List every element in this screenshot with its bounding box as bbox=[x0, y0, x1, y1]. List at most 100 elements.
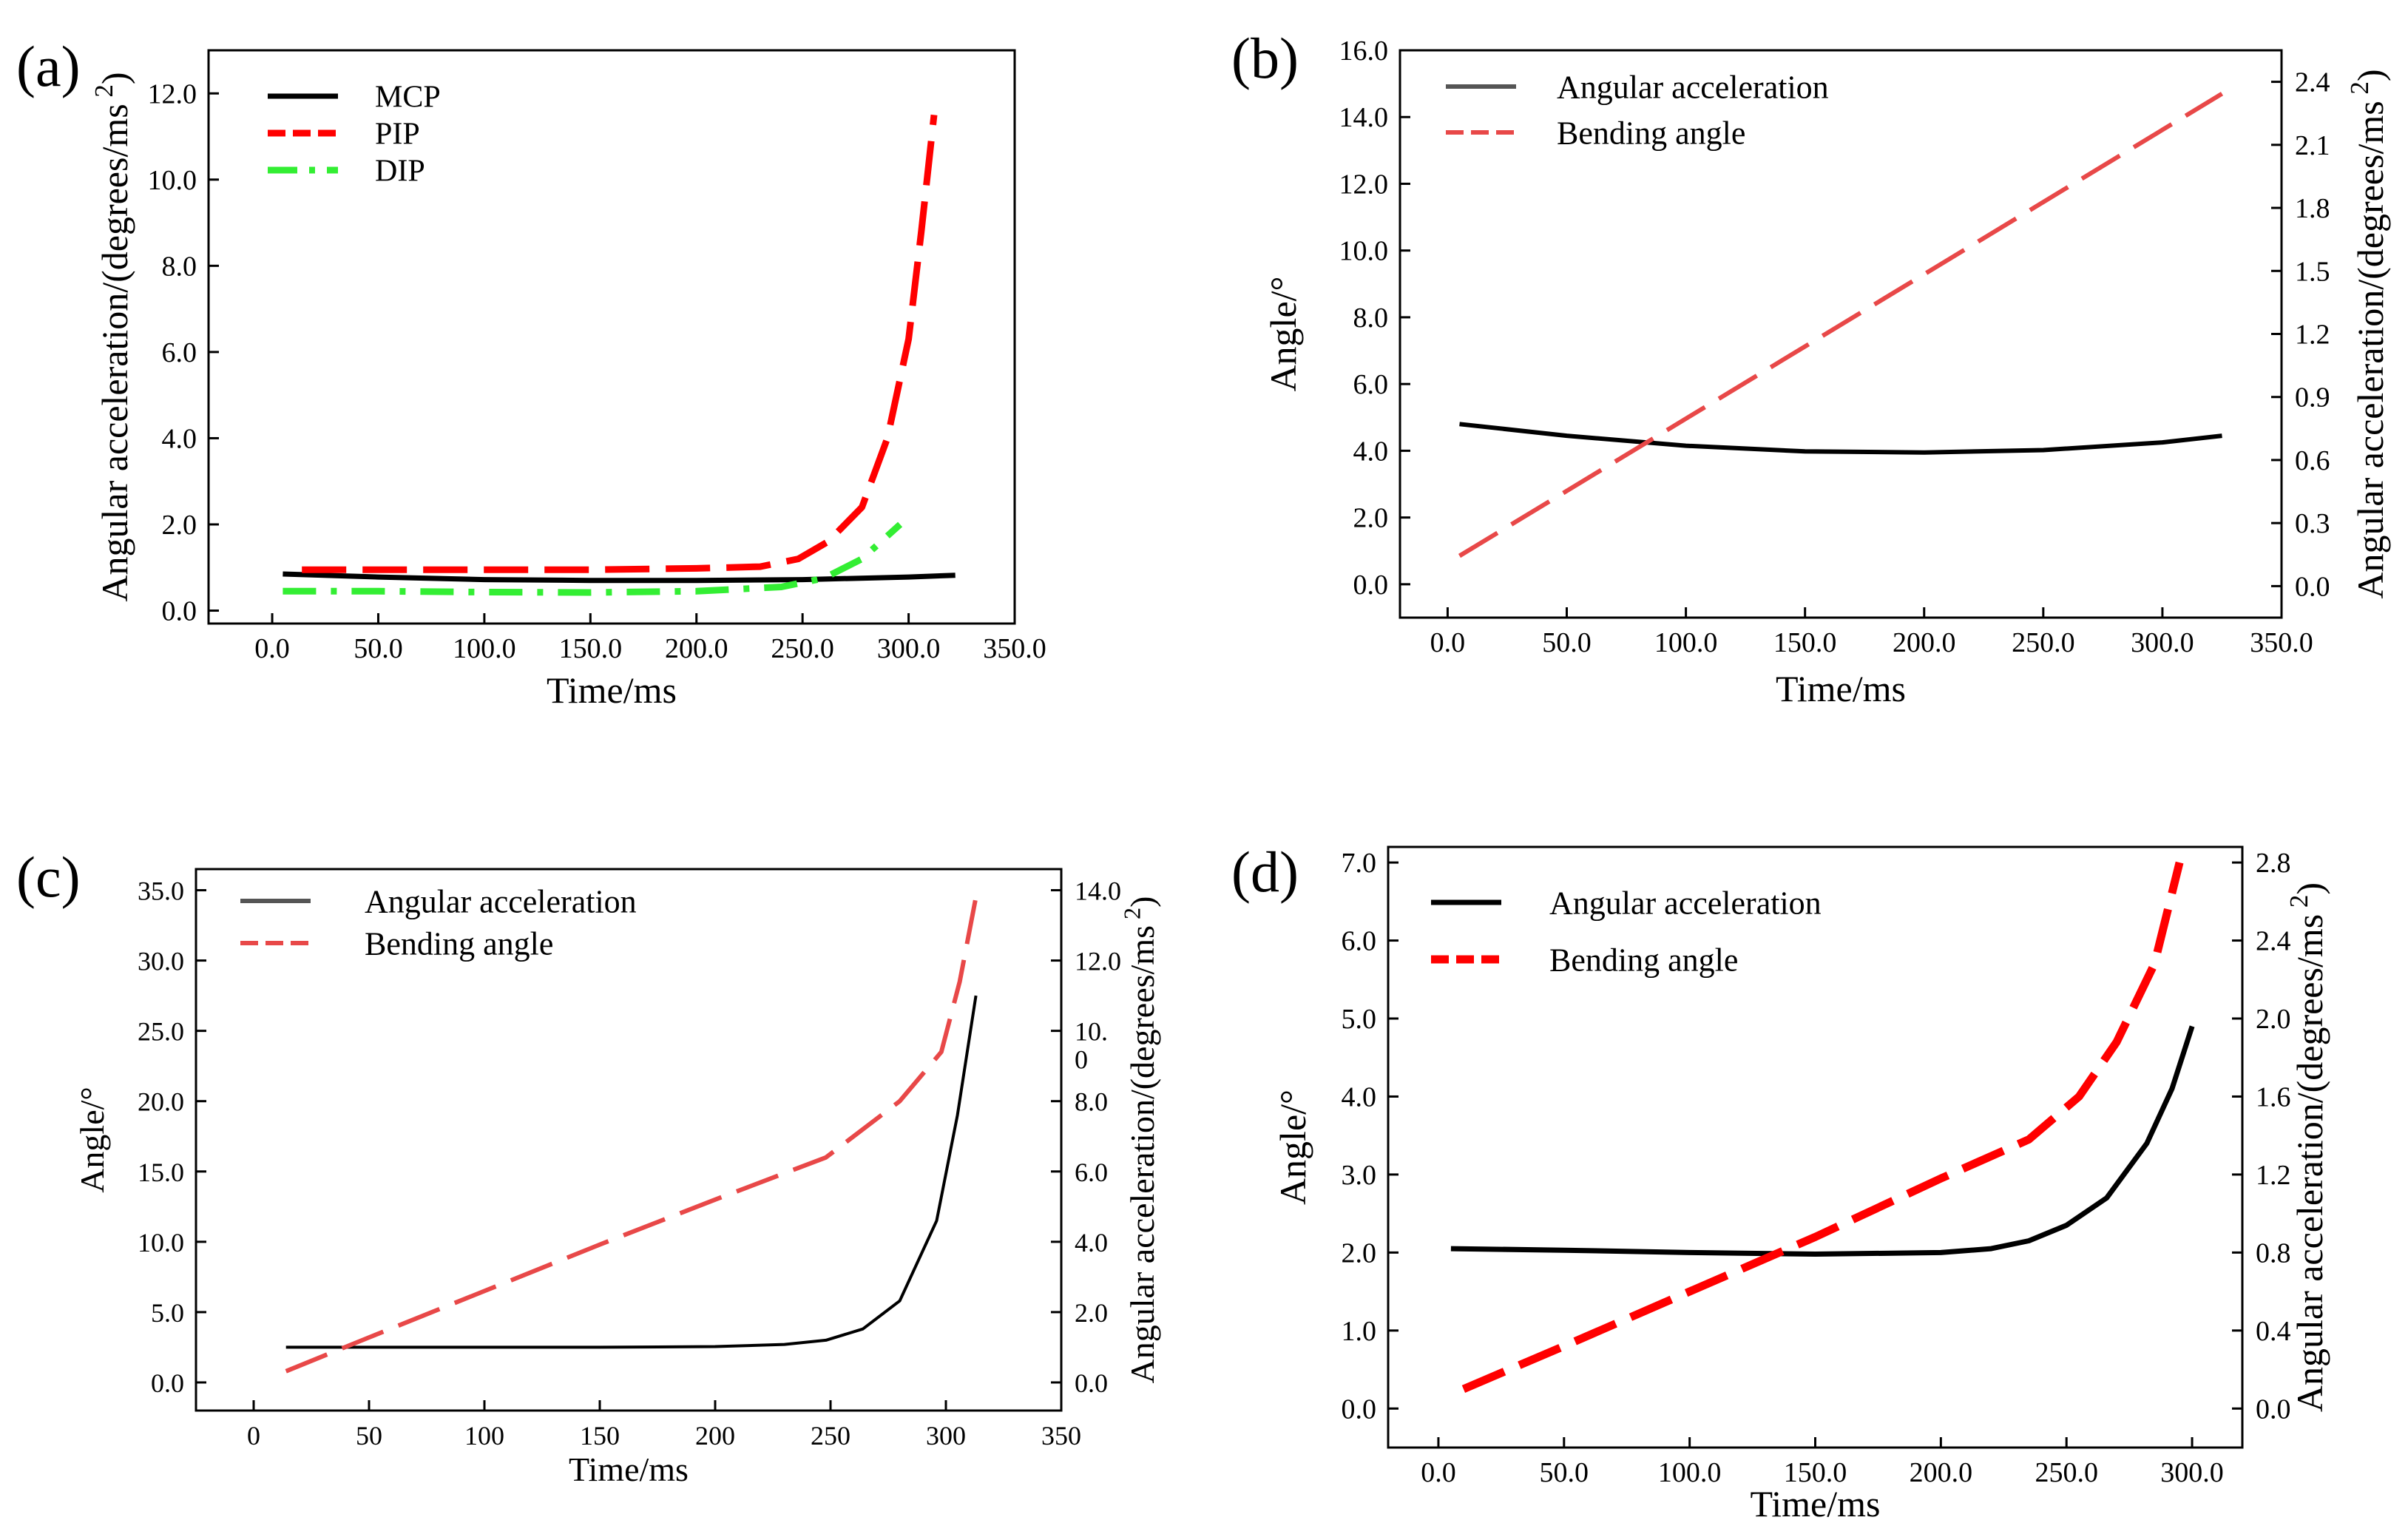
y2-tick-label: 0.9 bbox=[2295, 382, 2330, 413]
legend-label-angular-acceleration: Angular acceleration bbox=[1549, 885, 1822, 921]
y-tick-label: 8.0 bbox=[162, 251, 197, 282]
y-tick-label: 6.0 bbox=[162, 337, 197, 368]
series-line-bending-angle bbox=[1461, 861, 2184, 1393]
y2-tick-label: 1.6 bbox=[2256, 1081, 2291, 1112]
x-tick-label: 300.0 bbox=[2160, 1457, 2224, 1488]
y2-tick-label: 4.0 bbox=[1075, 1228, 1108, 1257]
legend-label-pip: PIP bbox=[375, 118, 420, 152]
panel-label: (c) bbox=[16, 845, 81, 909]
x-axis-title: Time/ms bbox=[569, 1450, 689, 1488]
x-axis-title: Time/ms bbox=[1776, 668, 1906, 709]
series-line-bending-angle bbox=[285, 896, 978, 1374]
y-tick-label: 16.0 bbox=[1339, 36, 1389, 67]
y-tick-label: 15.0 bbox=[138, 1158, 184, 1187]
x-tick-label: 0.0 bbox=[1421, 1457, 1456, 1488]
series-line-dip bbox=[283, 521, 903, 596]
y-tick-label: 4.0 bbox=[1342, 1081, 1377, 1112]
x-tick-label: 50 bbox=[356, 1421, 382, 1450]
y-tick-label: 0.0 bbox=[1353, 570, 1389, 601]
x-tick-label: 250.0 bbox=[771, 633, 834, 664]
y-tick-label: 4.0 bbox=[1353, 436, 1389, 467]
y-axis-title: Angular acceleration/(degrees/ms 2) bbox=[89, 72, 135, 601]
panel-label: (d) bbox=[1231, 840, 1299, 904]
y2-tick-label: 0.3 bbox=[2295, 508, 2330, 539]
x-tick-label: 0.0 bbox=[254, 633, 290, 664]
x-tick-label: 200.0 bbox=[1910, 1457, 1973, 1488]
y-tick-label: 7.0 bbox=[1342, 848, 1377, 879]
legend-label-bending-angle: Bending angle bbox=[1557, 115, 1745, 151]
y-tick-label: 14.0 bbox=[1339, 102, 1389, 133]
y2-tick-label: 0.0 bbox=[1075, 1368, 1108, 1398]
x-tick-label: 0.0 bbox=[1430, 627, 1466, 658]
y-tick-label: 3.0 bbox=[1342, 1160, 1377, 1191]
x-tick-label: 50.0 bbox=[1540, 1457, 1589, 1488]
y2-tick-label: 2.1 bbox=[2295, 130, 2330, 161]
x-tick-label: 100.0 bbox=[453, 633, 516, 664]
y-tick-label: 6.0 bbox=[1342, 926, 1377, 957]
x-tick-label: 300.0 bbox=[877, 633, 941, 664]
y2-tick-label: 14.0 bbox=[1075, 877, 1121, 906]
plot-frame bbox=[195, 868, 1063, 1412]
y-axis-title: Angle/° bbox=[1272, 1090, 1313, 1205]
panel-label: (b) bbox=[1231, 26, 1299, 90]
x-tick-label: 300 bbox=[926, 1421, 966, 1450]
x-tick-label: 200.0 bbox=[1893, 627, 1956, 658]
chart-panel-d: (d) 0.0 50.0 100.0 150.0 200.0 250.0 300.0 0.0 1.… bbox=[1231, 840, 2330, 1524]
y-tick-label: 2.0 bbox=[1353, 503, 1389, 534]
y-tick-label: 1.0 bbox=[1342, 1316, 1377, 1347]
y-tick-label: 12.0 bbox=[148, 78, 197, 109]
y-axis-title: Angle/° bbox=[73, 1087, 111, 1193]
y-tick-label: 35.0 bbox=[138, 877, 184, 906]
x-axis-title: Time/ms bbox=[1750, 1483, 1880, 1524]
legend-label-bending-angle: Bending angle bbox=[1549, 942, 1738, 978]
y2-tick-label: 1.5 bbox=[2295, 256, 2330, 287]
y-tick-label: 25.0 bbox=[138, 1017, 184, 1047]
x-tick-label: 50.0 bbox=[354, 633, 403, 664]
y-tick-label: 4.0 bbox=[162, 423, 197, 454]
x-tick-label: 350 bbox=[1041, 1421, 1081, 1450]
y-tick-label: 12.0 bbox=[1339, 169, 1389, 200]
legend-label-mcp: MCP bbox=[375, 81, 441, 115]
plot-frame bbox=[207, 49, 1016, 625]
y-axis-title: Angle/° bbox=[1262, 276, 1304, 391]
x-tick-label: 150.0 bbox=[1784, 1457, 1847, 1488]
y-tick-label: 10.0 bbox=[1339, 236, 1389, 267]
y-tick-label: 2.0 bbox=[1342, 1237, 1377, 1269]
y2-tick-label: 0.4 bbox=[2256, 1316, 2291, 1347]
series-line-angular-acceleration bbox=[285, 995, 978, 1349]
x-tick-label: 250 bbox=[811, 1421, 850, 1450]
chart-panel-c: (c) 0 50 100 150 200 250 300 350 0.0 5.0 10.0 15.0 20… bbox=[16, 845, 1161, 1488]
y2-tick-label: 2.0 bbox=[2256, 1004, 2291, 1035]
y2-tick-label: 0.0 bbox=[2295, 571, 2330, 602]
y-tick-label: 8.0 bbox=[1353, 303, 1389, 334]
y2-tick-label: 1.2 bbox=[2256, 1160, 2291, 1191]
x-tick-label: 350.0 bbox=[983, 633, 1046, 664]
x-tick-label: 250.0 bbox=[2035, 1457, 2098, 1488]
y2-tick-label: 1.2 bbox=[2295, 320, 2330, 351]
x-tick-label: 200 bbox=[695, 1421, 735, 1450]
y-tick-label: 10.0 bbox=[148, 165, 197, 196]
series-line-angular-acceleration bbox=[1459, 422, 2222, 455]
x-tick-label: 0 bbox=[247, 1421, 260, 1450]
y-tick-label: 5.0 bbox=[1342, 1004, 1377, 1035]
panel-label: (a) bbox=[16, 34, 81, 98]
x-tick-label: 100.0 bbox=[1658, 1457, 1722, 1488]
x-tick-label: 50.0 bbox=[1542, 627, 1592, 658]
y-tick-label: 10.0 bbox=[138, 1228, 184, 1257]
y2-tick-label: 2.4 bbox=[2295, 67, 2330, 98]
y-tick-label: 20.0 bbox=[138, 1087, 184, 1117]
y-tick-label: 0.0 bbox=[162, 596, 197, 627]
y-tick-label: 2.0 bbox=[162, 510, 197, 541]
series-line-bending-angle bbox=[1458, 92, 2224, 558]
legend-label-angular-acceleration: Angular acceleration bbox=[365, 883, 637, 919]
x-tick-label: 100 bbox=[464, 1421, 504, 1450]
series-line-mcp bbox=[283, 571, 956, 584]
x-axis-title: Time/ms bbox=[547, 669, 677, 711]
x-tick-label: 350.0 bbox=[2250, 627, 2313, 658]
legend-label-dip: DIP bbox=[375, 155, 425, 189]
y2-tick-label: 0.0 bbox=[2256, 1394, 2291, 1425]
series-line-angular-acceleration bbox=[1450, 1025, 2195, 1257]
plot-frame bbox=[1387, 845, 2244, 1449]
x-tick-label: 300.0 bbox=[2131, 627, 2194, 658]
